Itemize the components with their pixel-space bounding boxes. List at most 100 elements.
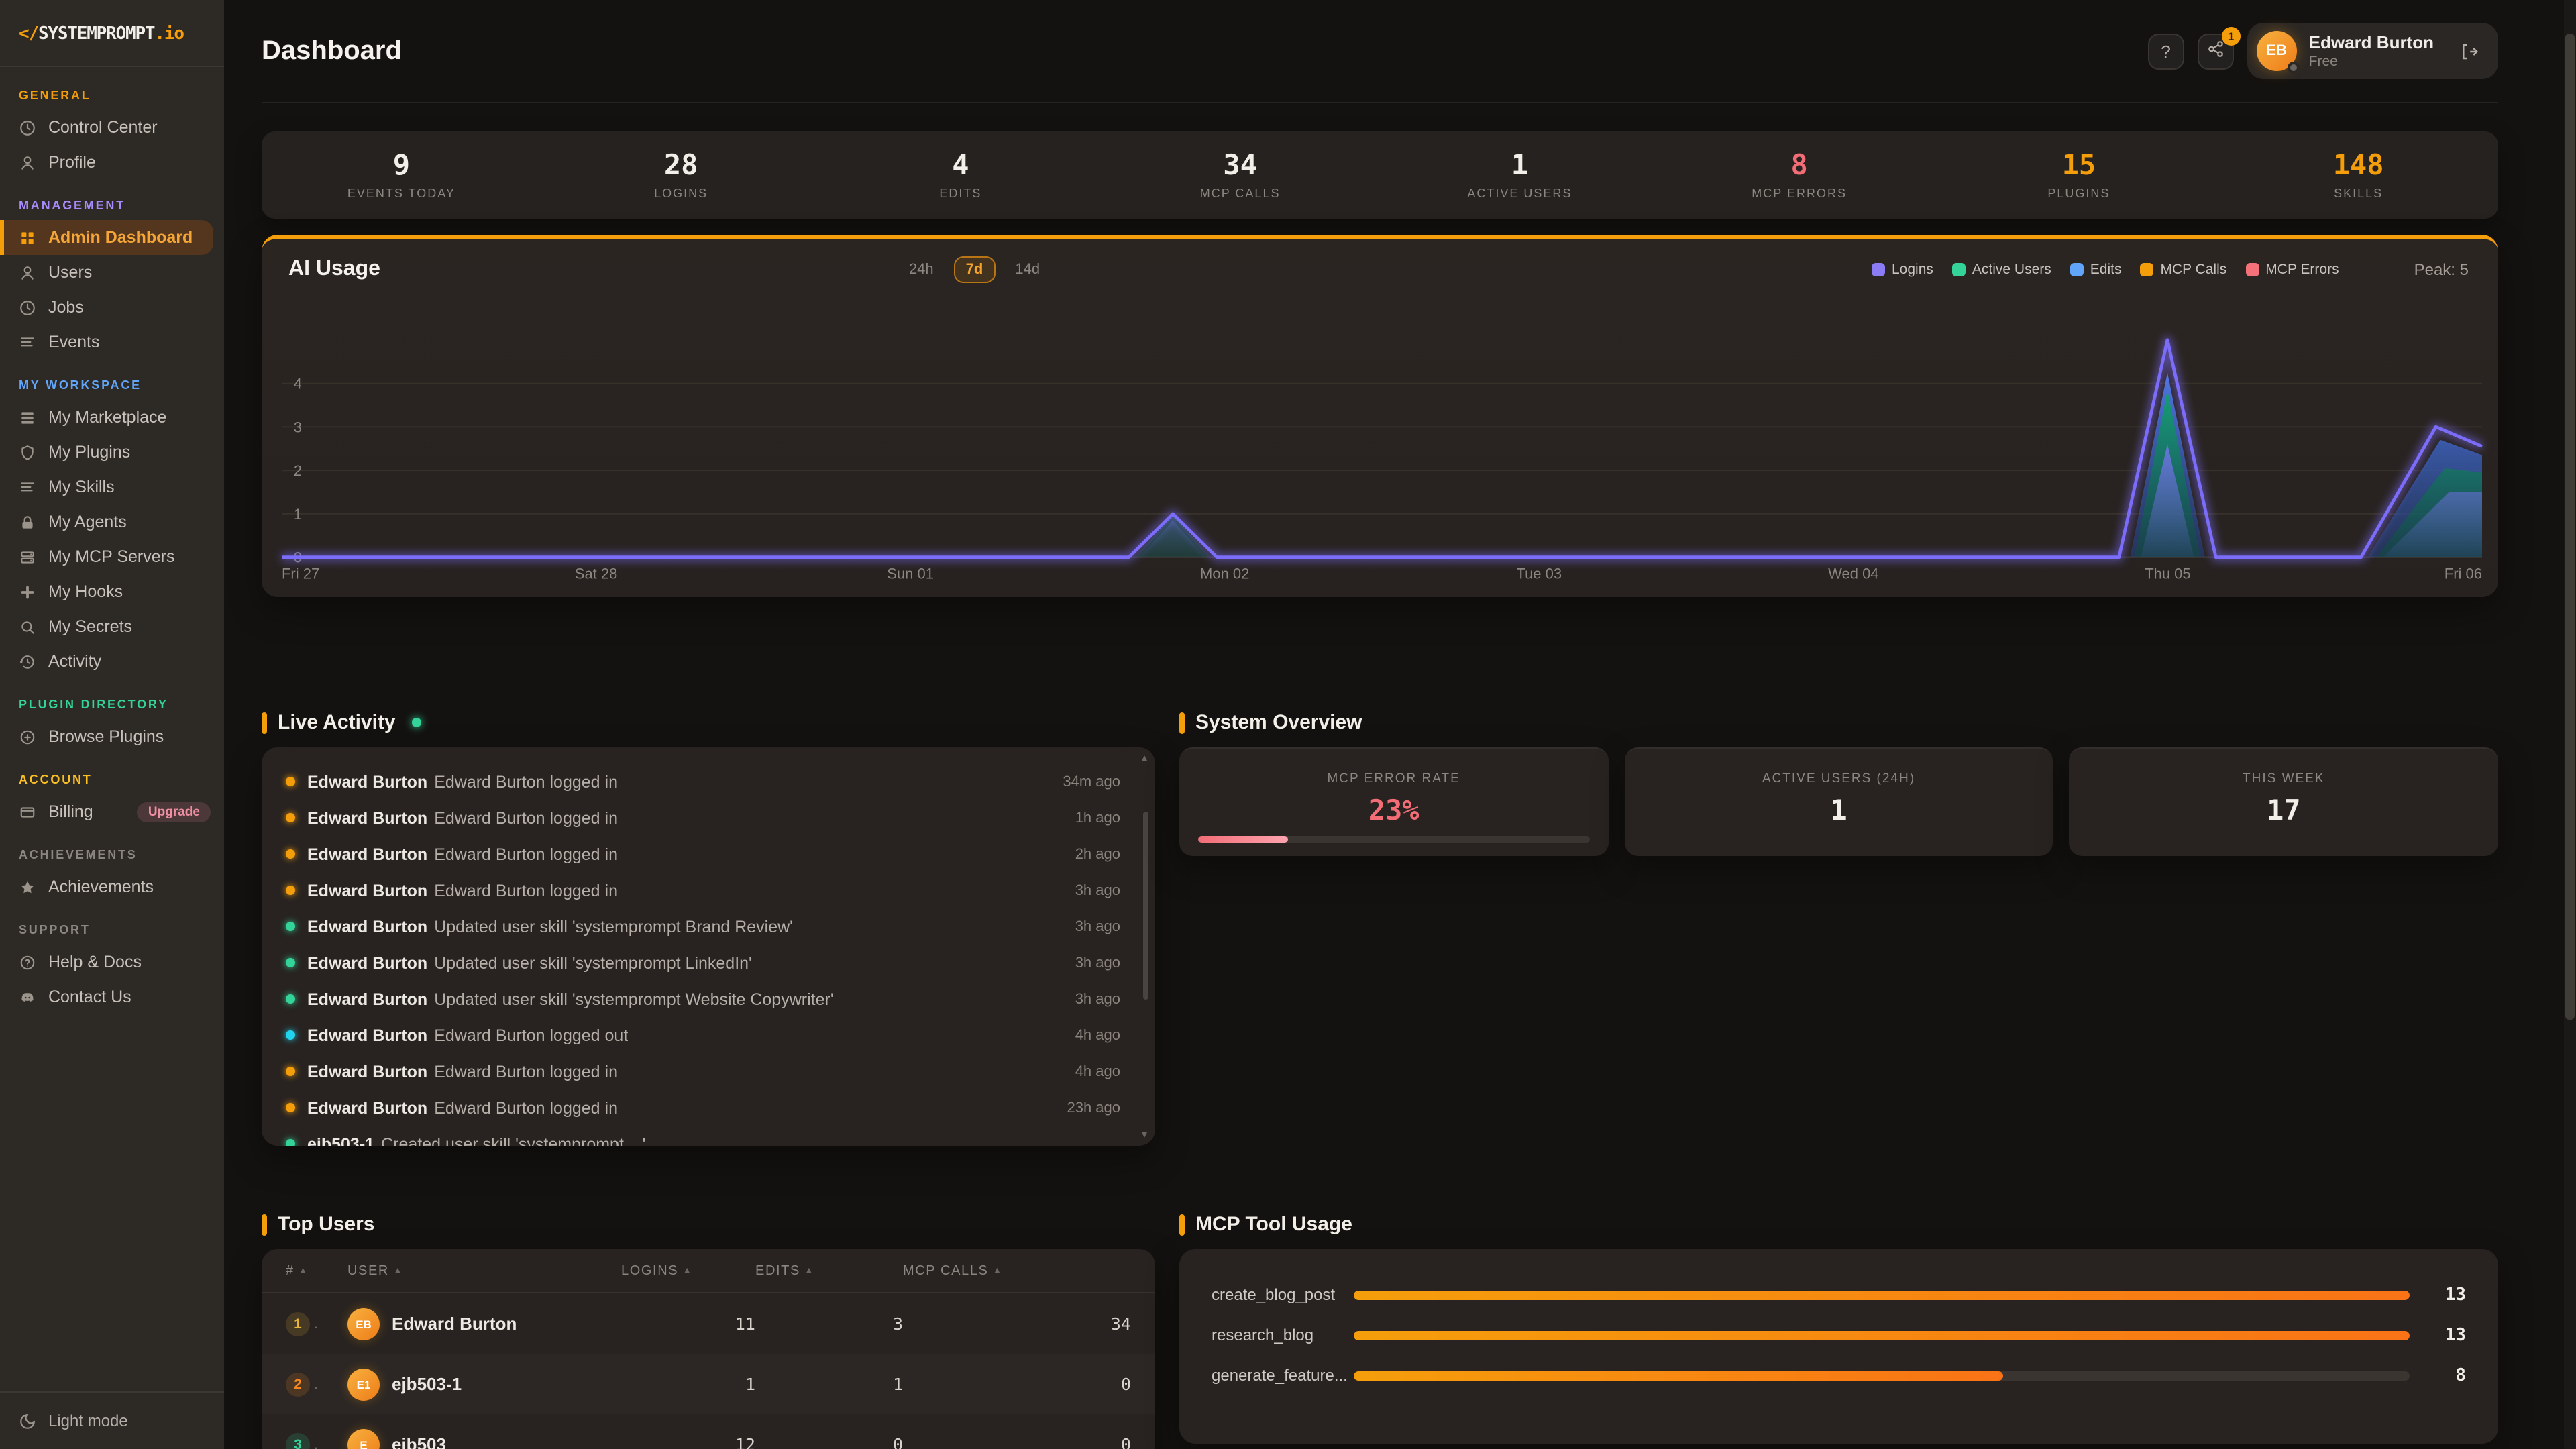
sidebar-section-header: ACCOUNT xyxy=(0,754,224,794)
column-header-label: USER xyxy=(347,1263,389,1278)
column-header-user[interactable]: USER▲ xyxy=(347,1263,621,1278)
column-header--[interactable]: #▲ xyxy=(286,1263,347,1278)
activity-action: Edward Burton logged in xyxy=(434,845,618,863)
page-scrollbar[interactable] xyxy=(2564,0,2576,1449)
sidebar-item-label: Users xyxy=(48,263,92,282)
card-icon xyxy=(19,803,36,820)
sidebar-item-my-hooks[interactable]: My Hooks xyxy=(0,574,224,609)
live-activity-card: Edward BurtonEdward Burton logged in34m … xyxy=(262,747,1155,1146)
rank-separator: . xyxy=(314,1376,318,1392)
rank-badge: 1 xyxy=(286,1311,310,1336)
sidebar-section-header: MANAGEMENT xyxy=(0,180,224,220)
app-logo[interactable]: </SYSTEMPROMPT.io xyxy=(0,0,224,67)
sidebar-item-label: Help & Docs xyxy=(48,953,142,971)
edits-cell: 3 xyxy=(755,1313,903,1334)
stat-events-today: 9EVENTS TODAY xyxy=(262,151,541,199)
system-overview-cards: MCP ERROR RATE23%ACTIVE USERS (24H)1THIS… xyxy=(1179,747,2498,856)
tool-value: 13 xyxy=(2434,1325,2466,1345)
sidebar-item-activity[interactable]: Activity xyxy=(0,644,224,679)
user-cell: E1ejb503-1 xyxy=(347,1368,621,1400)
activity-time: 23h ago xyxy=(1051,1099,1120,1116)
light-mode-toggle[interactable]: Light mode xyxy=(0,1391,224,1449)
sidebar-item-admin-dashboard[interactable]: Admin Dashboard xyxy=(0,220,213,255)
title-accent-bar xyxy=(262,1214,267,1235)
user-menu[interactable]: EB Edward Burton Free xyxy=(2247,23,2498,79)
sidebar-item-my-plugins[interactable]: My Plugins xyxy=(0,435,224,470)
user-avatar: EB xyxy=(347,1307,380,1340)
rank-badge: 3 xyxy=(286,1432,310,1449)
tool-value: 8 xyxy=(2434,1365,2466,1385)
title-accent-bar xyxy=(1179,712,1185,733)
x-axis-label: Sun 01 xyxy=(887,565,934,582)
logins-cell: 1 xyxy=(621,1374,755,1394)
sidebar-item-users[interactable]: Users xyxy=(0,255,224,290)
logo-text: SYSTEMPROMPT xyxy=(38,24,154,44)
activity-time: 3h ago xyxy=(1059,882,1120,898)
tool-bar-fill xyxy=(1354,1290,2410,1299)
sidebar-item-contact-us[interactable]: Contact Us xyxy=(0,979,224,1014)
sidebar-item-jobs[interactable]: Jobs xyxy=(0,290,224,325)
table-row[interactable]: 1.EBEdward Burton11334 xyxy=(262,1293,1155,1354)
column-header-edits[interactable]: EDITS▲ xyxy=(755,1263,903,1278)
sidebar-item-profile[interactable]: Profile xyxy=(0,145,224,180)
sidebar-item-my-marketplace[interactable]: My Marketplace xyxy=(0,400,224,435)
sidebar-item-label: My Agents xyxy=(48,513,127,531)
sidebar-item-billing[interactable]: BillingUpgrade xyxy=(0,794,224,829)
scroll-up-arrow[interactable] xyxy=(1142,755,1147,761)
column-header-logins[interactable]: LOGINS▲ xyxy=(621,1263,755,1278)
right-column: System Overview MCP ERROR RATE23%ACTIVE … xyxy=(1179,651,2498,1449)
light-mode-label: Light mode xyxy=(48,1411,128,1430)
activity-action: Created user skill 'systemprompt ...' xyxy=(381,1134,645,1146)
upgrade-badge[interactable]: Upgrade xyxy=(138,802,211,822)
stat-value: 15 xyxy=(1939,151,2219,182)
table-row[interactable]: 3.Eejb5031200 xyxy=(262,1414,1155,1449)
tool-row-generate-feature-: generate_feature...8 xyxy=(1212,1355,2466,1395)
user-name: ejb503 xyxy=(392,1434,446,1449)
mcp-tool-usage-card: create_blog_post13research_blog13generat… xyxy=(1179,1249,2498,1444)
overview-card-value: 1 xyxy=(1624,794,2053,826)
sidebar-item-events[interactable]: Events xyxy=(0,325,224,360)
logout-icon[interactable] xyxy=(2459,41,2479,61)
lines-icon xyxy=(19,333,36,351)
sidebar-item-control-center[interactable]: Control Center xyxy=(0,110,224,145)
stat-label: PLUGINS xyxy=(1939,186,2219,199)
sidebar-item-my-skills[interactable]: My Skills xyxy=(0,470,224,504)
stat-label: LOGINS xyxy=(541,186,821,199)
sidebar-item-help-docs[interactable]: Help & Docs xyxy=(0,945,224,979)
activity-user: Edward Burton xyxy=(307,917,427,936)
activity-user: Edward Burton xyxy=(307,808,427,827)
sidebar-section-header: SUPPORT xyxy=(0,904,224,945)
column-header-mcp-calls[interactable]: MCP CALLS▲ xyxy=(903,1263,1131,1278)
activity-action: Edward Burton logged in xyxy=(434,808,618,827)
sidebar-item-my-mcp-servers[interactable]: My MCP Servers xyxy=(0,539,224,574)
scroll-thumb[interactable] xyxy=(1142,812,1148,1000)
activity-action: Updated user skill 'systemprompt Brand R… xyxy=(434,917,793,936)
activity-time: 3h ago xyxy=(1059,991,1120,1007)
activity-action: Edward Burton logged in xyxy=(434,881,618,900)
stat-value: 8 xyxy=(1660,151,1939,182)
table-row[interactable]: 2.E1ejb503-1110 xyxy=(262,1354,1155,1414)
admin-dashboard-app: </SYSTEMPROMPT.io GENERALControl CenterP… xyxy=(0,0,2576,1449)
rank-separator: . xyxy=(314,1316,318,1332)
page-title: Dashboard xyxy=(262,36,402,66)
scroll-down-arrow[interactable] xyxy=(1142,1132,1147,1138)
activity-user: Edward Burton xyxy=(307,772,427,791)
share-button[interactable]: 1 xyxy=(2198,33,2234,69)
activity-action: Edward Burton logged out xyxy=(434,1026,628,1044)
activity-scrollbar[interactable] xyxy=(1142,755,1148,1138)
activity-time: 4h ago xyxy=(1059,1027,1120,1043)
stat-label: MCP ERRORS xyxy=(1660,186,1939,199)
logo-suffix: .io xyxy=(154,24,183,44)
activity-time: 3h ago xyxy=(1059,955,1120,971)
sidebar-item-my-agents[interactable]: My Agents xyxy=(0,504,224,539)
sidebar-item-my-secrets[interactable]: My Secrets xyxy=(0,609,224,644)
status-dot xyxy=(2288,62,2300,74)
activity-dot xyxy=(286,922,295,931)
help-button[interactable]: ? xyxy=(2148,33,2184,69)
sidebar-item-browse-plugins[interactable]: Browse Plugins xyxy=(0,719,224,754)
live-indicator-dot xyxy=(412,718,421,727)
page-scroll-thumb[interactable] xyxy=(2565,34,2575,1020)
column-header-label: MCP CALLS xyxy=(903,1263,988,1278)
overview-card-mcp-error-rate: MCP ERROR RATE23% xyxy=(1179,747,1608,856)
sidebar-item-achievements[interactable]: Achievements xyxy=(0,869,224,904)
